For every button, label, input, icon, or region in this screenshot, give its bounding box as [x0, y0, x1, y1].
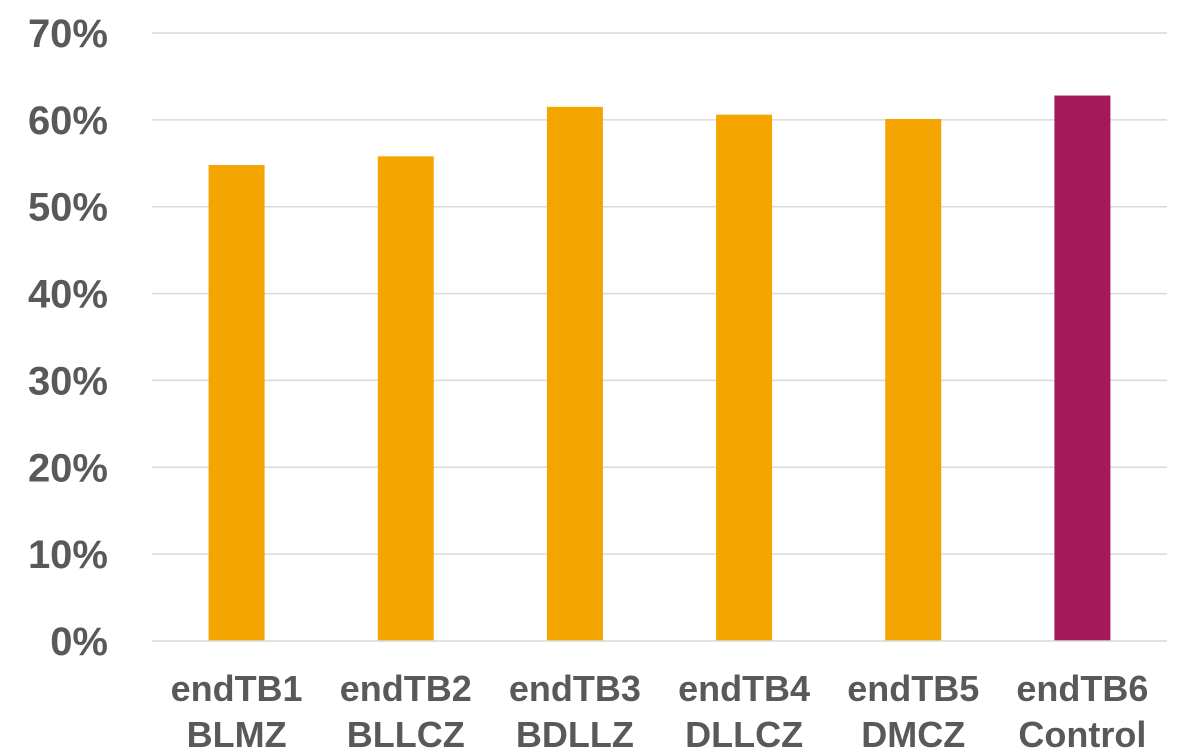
y-tick-label: 20%	[28, 446, 108, 490]
y-tick-label: 60%	[28, 99, 108, 143]
bar-endtb1	[208, 165, 265, 641]
x-tick-label-line1: endTB1	[171, 668, 303, 709]
bar-endtb4	[716, 114, 773, 642]
y-axis-tick-labels: 0% 10% 20% 30% 40% 50% 60% 70%	[28, 12, 108, 664]
x-tick-label-line1: endTB3	[509, 668, 641, 709]
y-tick-label: 50%	[28, 186, 108, 230]
bar-endtb5	[885, 118, 942, 641]
x-tick-label-line2: DMCZ	[861, 714, 965, 755]
x-tick-label-line2: BLLCZ	[347, 714, 465, 755]
x-tick-label-line2: BDLLZ	[516, 714, 634, 755]
y-tick-label: 30%	[28, 359, 108, 403]
bar-endtb6	[1054, 95, 1111, 642]
x-tick-label-line1: endTB4	[678, 668, 810, 709]
x-tick-label-line1: endTB5	[847, 668, 979, 709]
x-tick-label-line1: endTB6	[1016, 668, 1148, 709]
x-tick-label-line1: endTB2	[340, 668, 472, 709]
y-tick-label: 70%	[28, 12, 108, 56]
bar-endtb3	[546, 106, 603, 642]
y-tick-label: 40%	[28, 273, 108, 317]
x-axis-category-labels: endTB1 BLMZ endTB2 BLLCZ endTB3 BDLLZ endTB4 DL…	[171, 668, 1149, 755]
x-tick-label-line2: BLMZ	[187, 714, 287, 755]
x-tick-label-line2: DLLCZ	[685, 714, 803, 755]
bar-endtb2	[377, 156, 434, 641]
y-tick-label: 10%	[28, 533, 108, 577]
bars	[208, 95, 1111, 642]
x-tick-label-line2: Control	[1018, 714, 1146, 755]
y-tick-label: 0%	[50, 620, 108, 664]
gridlines	[152, 32, 1167, 555]
